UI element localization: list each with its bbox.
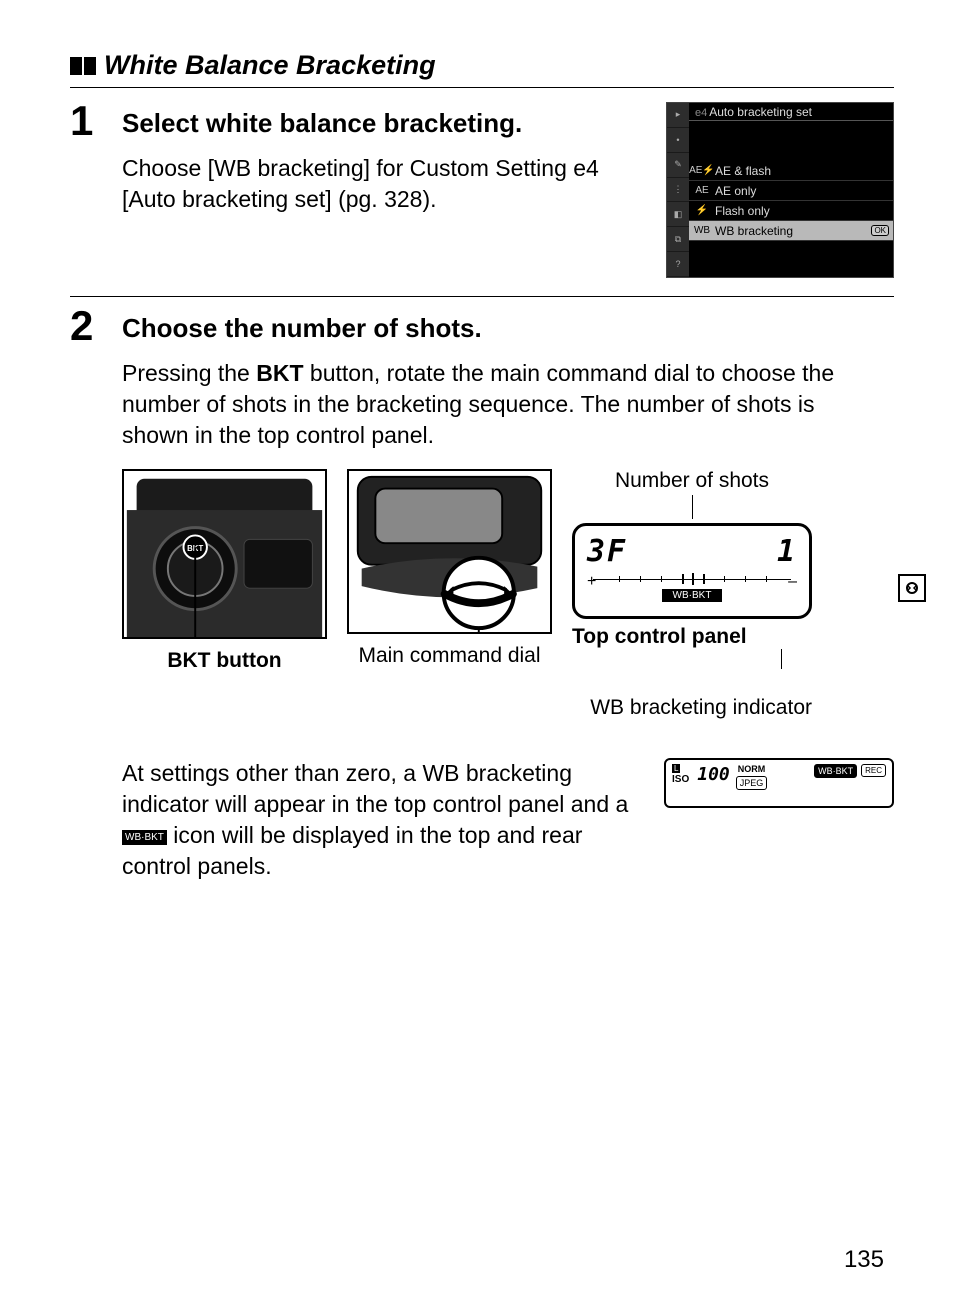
menu-tab-icon: ?	[667, 252, 689, 277]
ok-badge: OK	[871, 225, 889, 236]
step-1-body: Choose [WB bracketing] for Custom Settin…	[122, 153, 642, 215]
page-number: 135	[844, 1246, 884, 1274]
section-title-text: White Balance Bracketing	[104, 50, 436, 81]
lcd-bracketing-scale: + –	[587, 573, 797, 587]
top-control-panel-label: Top control panel	[572, 625, 812, 649]
page-section-tab-icon	[898, 574, 926, 602]
wb-bracketing-indicator-label: WB bracketing indicator	[572, 695, 812, 720]
section-title: White Balance Bracketing	[70, 50, 894, 88]
title-bullet-icon	[70, 57, 96, 75]
camera-menu-screenshot: ▸ • ✎ ⋮ ◧ ⧉ ? e4Auto bracketing set AE⚡ …	[666, 102, 894, 278]
menu-title: e4Auto bracketing set	[689, 103, 893, 121]
menu-tab-icon: ✎	[667, 153, 689, 178]
step-2-body: Pressing the BKT button, rotate the main…	[122, 358, 842, 451]
menu-tab-icon: ◧	[667, 202, 689, 227]
bkt-button-label: BKT button	[122, 649, 327, 673]
wb-bkt-inline-icon: WB·BKT	[122, 830, 167, 846]
step-1: 1 Select white balance bracketing. Choos…	[70, 92, 894, 297]
menu-item: ⚡ Flash only	[689, 201, 893, 221]
camera-dial-illustration	[349, 471, 550, 632]
top-control-panel-diagram: Number of shots 3F 1 +	[572, 469, 812, 720]
lcd-panel: 3F 1 + –	[572, 523, 812, 619]
bkt-button-diagram: BKT BKT button	[122, 469, 327, 673]
menu-item: AE⚡ AE & flash	[689, 161, 893, 181]
step-2-number: 2	[70, 305, 104, 883]
rear-control-panel-diagram: L ISO 100 NORM JPEG WB·BKT REC	[664, 758, 894, 808]
menu-tab-icon: •	[667, 128, 689, 153]
wb-bkt-badge: WB·BKT	[662, 589, 722, 602]
step-1-heading: Select white balance bracketing.	[122, 108, 642, 139]
lcd-left-value: 3F	[587, 534, 627, 569]
wb-bkt-badge: WB·BKT	[814, 764, 857, 778]
menu-tab-icon: ⧉	[667, 227, 689, 252]
menu-item: AE AE only	[689, 181, 893, 201]
menu-item-selected: WB WB bracketing OK	[689, 221, 893, 241]
step-2-paragraph-2: At settings other than zero, a WB bracke…	[122, 758, 640, 882]
camera-bkt-illustration: BKT	[124, 471, 325, 637]
menu-tab-icon: ▸	[667, 103, 689, 128]
main-dial-label: Main command dial	[347, 644, 552, 668]
menu-tab-icon: ⋮	[667, 178, 689, 203]
step-1-number: 1	[70, 100, 104, 278]
number-of-shots-label: Number of shots	[572, 469, 812, 519]
main-dial-diagram: Main command dial	[347, 469, 552, 668]
lcd-right-value: 1	[777, 534, 797, 569]
step-2-heading: Choose the number of shots.	[122, 313, 894, 344]
step-2: 2 Choose the number of shots. Pressing t…	[70, 297, 894, 901]
